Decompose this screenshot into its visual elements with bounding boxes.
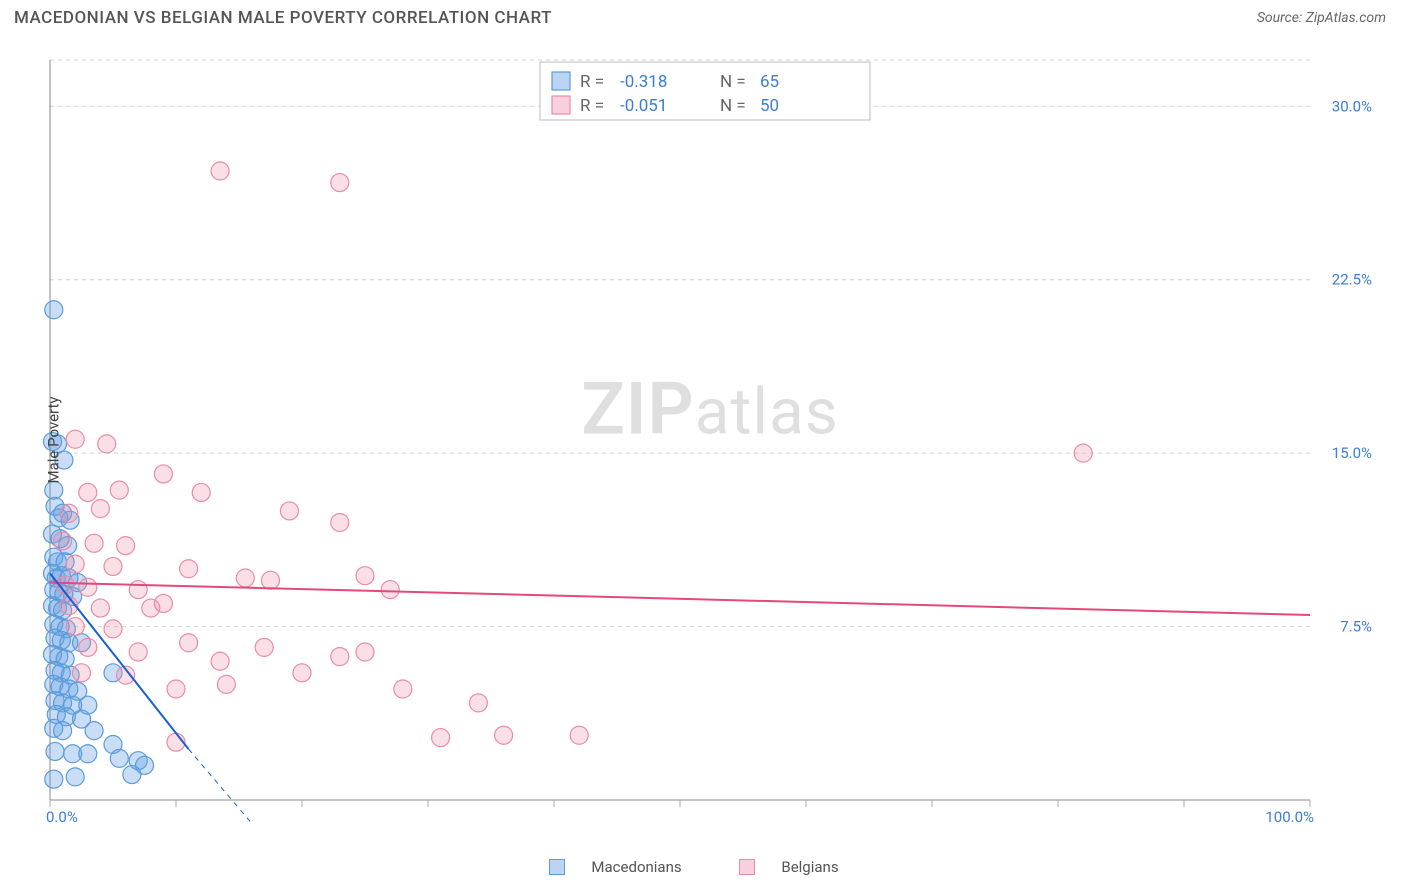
chart-title: MACEDONIAN VS BELGIAN MALE POVERTY CORRE… [14,8,552,28]
svg-text:N =: N = [720,96,746,116]
source-label: Source: [1257,10,1306,26]
scatter-plot-svg: 7.5% 15.0% 22.5% 30.0% 0.0% 100.0% R = -0.318 N … [40,50,1380,830]
legend-label-belgians: Belgians [781,858,838,876]
svg-text:-0.318: -0.318 [620,72,667,92]
svg-text:65: 65 [760,72,779,92]
legend-label-macedonians: Macedonians [591,858,681,876]
y-axis-label: Male Poverty [44,397,62,484]
svg-text:22.5%: 22.5% [1332,271,1372,289]
svg-text:7.5%: 7.5% [1340,618,1372,636]
svg-text:0.0%: 0.0% [46,808,78,826]
svg-text:-0.051: -0.051 [620,96,667,116]
svg-text:50: 50 [760,96,779,116]
legend-item-belgians: Belgians [739,858,856,876]
bottom-legend: Macedonians Belgians [0,858,1406,876]
svg-text:15.0%: 15.0% [1332,444,1372,462]
svg-text:30.0%: 30.0% [1332,97,1372,115]
legend-item-macedonians: Macedonians [549,858,699,876]
svg-text:100.0%: 100.0% [1265,808,1314,826]
svg-text:R =: R = [580,96,604,116]
swatch-pink [739,859,755,875]
plot-area: Male Poverty ZIPatlas 7.5%15.0%22.5%30.0… [40,50,1380,830]
source-value: ZipAtlas.com [1306,10,1386,26]
swatch-blue [549,859,565,875]
source-attribution: Source: ZipAtlas.com [1257,10,1386,26]
svg-text:R =: R = [580,72,604,92]
title-bar: MACEDONIAN VS BELGIAN MALE POVERTY CORRE… [0,0,1406,32]
svg-text:N =: N = [720,72,746,92]
